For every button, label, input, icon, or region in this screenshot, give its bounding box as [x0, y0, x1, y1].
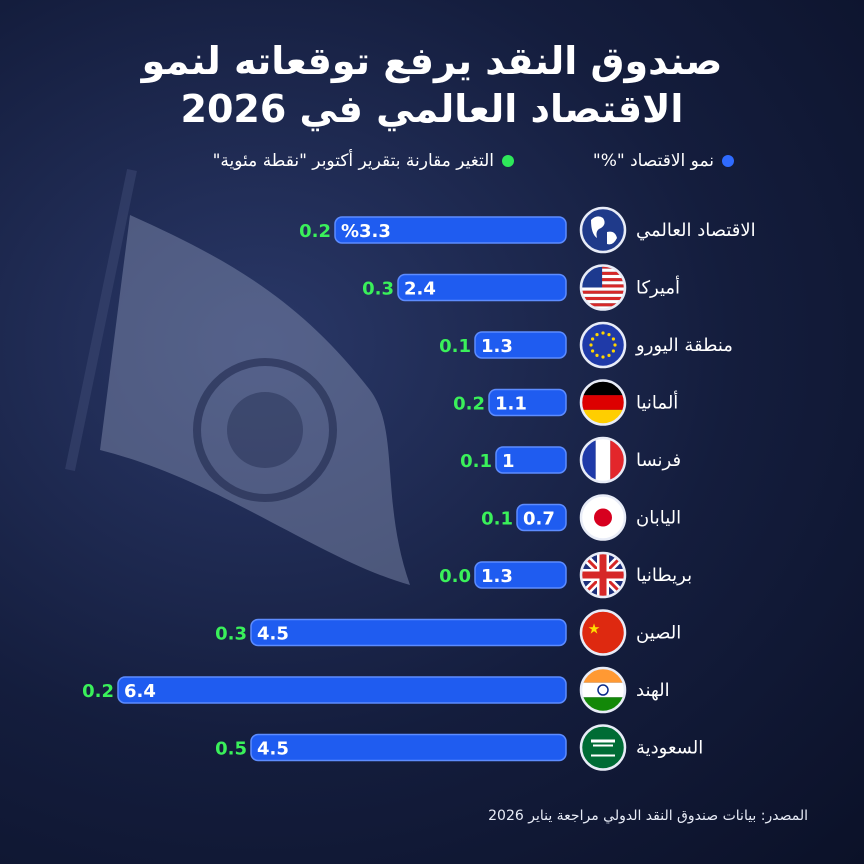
chart-row: 1.3 0.1 منطقة اليورو	[439, 321, 733, 369]
growth-value-label: 1	[502, 451, 515, 472]
change-value-label: 0.3	[215, 624, 247, 645]
change-value-label: 0.0	[439, 566, 471, 587]
growth-value-label: 1.3	[481, 336, 513, 357]
chart-row: 6.4 0.2 الهند	[82, 666, 670, 714]
bar	[334, 216, 567, 244]
growth-value-label: 4.5	[257, 739, 289, 760]
change-value-label: 0.1	[439, 336, 471, 357]
chart-row: 1 0.1 فرنسا	[460, 436, 681, 484]
source-note: المصدر: بيانات صندوق النقد الدولي مراجعة…	[488, 808, 808, 824]
growth-value-label: 2.4	[404, 279, 436, 300]
bar	[488, 388, 567, 417]
eu-flag-icon	[579, 321, 627, 369]
category-label: السعودية	[636, 738, 703, 759]
legend-growth: نمو الاقتصاد "%"	[593, 148, 734, 174]
bar	[516, 503, 567, 532]
change-value-label: 0.3	[362, 279, 394, 300]
chart-row: %3.3 0.2 الاقتصاد العالمي	[299, 206, 756, 254]
page-title-line-1: صندوق النقد يرفع توقعاته لنمو	[141, 39, 723, 83]
bar	[250, 618, 567, 647]
category-label: منطقة اليورو	[635, 335, 733, 356]
chart-row: 2.4 0.3 أميركا	[362, 264, 680, 311]
svg-text:★: ★	[588, 622, 601, 638]
category-label: أميركا	[636, 276, 680, 299]
category-label: فرنسا	[636, 450, 681, 471]
growth-value-label: 0.7	[523, 509, 555, 530]
page-title-line-2: الاقتصاد العالمي في 2026	[180, 87, 684, 131]
bar	[117, 676, 567, 704]
germany-flag-icon	[579, 379, 627, 426]
category-label: اليابان	[636, 508, 681, 529]
bar	[397, 273, 567, 302]
category-label: الهند	[636, 680, 670, 701]
category-label: بريطانيا	[636, 565, 692, 586]
category-label: الصين	[636, 623, 681, 644]
growth-value-label: 1.3	[481, 566, 513, 587]
change-value-label: 0.1	[460, 451, 492, 472]
legend-change: التغير مقارنة بتقرير أكتوبر "نقطة مئوية"	[213, 148, 514, 174]
china-flag-icon: ★	[579, 609, 627, 656]
japan-flag-icon	[579, 494, 627, 541]
saudi-flag-icon	[579, 724, 627, 771]
bar	[250, 733, 567, 762]
change-value-label: 0.5	[215, 739, 247, 760]
chart-row: 1.1 0.2 ألمانيا	[453, 379, 678, 426]
legend-change-dot	[502, 155, 514, 167]
france-flag-icon	[579, 436, 627, 484]
category-label: ألمانيا	[636, 391, 678, 414]
growth-value-label: 6.4	[124, 681, 156, 702]
bar	[474, 331, 567, 359]
change-value-label: 0.2	[82, 681, 114, 702]
legend-growth-label: نمو الاقتصاد "%"	[592, 151, 714, 171]
change-value-label: 0.2	[453, 394, 485, 415]
change-value-label: 0.2	[299, 221, 331, 242]
bar	[474, 561, 567, 589]
chart-row: 4.5 0.3 ★ الصين	[215, 609, 681, 656]
category-label: الاقتصاد العالمي	[636, 220, 756, 241]
us-flag-icon	[579, 264, 627, 311]
growth-value-label: %3.3	[341, 221, 391, 242]
chart-row: 1.3 0.0 بريطانيا	[439, 551, 692, 599]
globe-icon	[579, 206, 627, 254]
growth-value-label: 4.5	[257, 624, 289, 645]
uk-flag-icon	[579, 551, 627, 599]
chart-row: 4.5 0.5 السعودية	[215, 724, 703, 771]
chart-row: 0.7 0.1 اليابان	[481, 494, 681, 541]
legend-change-label: التغير مقارنة بتقرير أكتوبر "نقطة مئوية"	[212, 151, 494, 171]
legend-growth-dot	[722, 155, 734, 167]
change-value-label: 0.1	[481, 509, 513, 530]
growth-value-label: 1.1	[495, 394, 527, 415]
india-flag-icon	[579, 666, 627, 714]
bar	[495, 446, 567, 474]
